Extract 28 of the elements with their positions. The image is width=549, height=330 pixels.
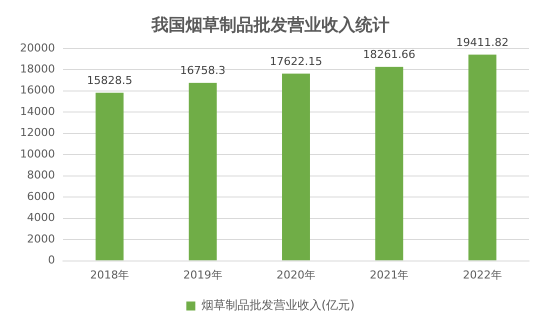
- x-tick-label: 2019年: [183, 268, 222, 282]
- y-tick-label: 2000: [26, 232, 55, 246]
- y-tick-label: 18000: [20, 62, 55, 76]
- y-tick-label: 20000: [20, 41, 55, 54]
- bar: [96, 92, 124, 260]
- x-tick-label: 2020年: [276, 268, 316, 282]
- data-label: 15828.5: [86, 74, 132, 88]
- x-tick-label: 2022年: [462, 268, 502, 282]
- bar: [282, 74, 310, 260]
- y-tick-label: 16000: [20, 84, 55, 97]
- data-label: 16758.3: [180, 64, 226, 78]
- y-tick-label: 6000: [26, 190, 55, 203]
- x-tick-label: 2021年: [370, 268, 409, 282]
- bar: [375, 66, 404, 260]
- legend-label: 烟草制品批发营业收入(亿元): [201, 298, 355, 312]
- y-tick-label: 10000: [20, 147, 55, 160]
- y-tick-label: 14000: [20, 104, 55, 118]
- y-tick-label: 4000: [26, 211, 55, 224]
- data-label: 17622.15: [270, 55, 322, 68]
- bar: [468, 54, 496, 260]
- x-tick-label: 2018年: [90, 268, 130, 282]
- chart-title: 我国烟草制品批发营业收入统计: [150, 16, 390, 36]
- data-label: 18261.66: [362, 48, 416, 62]
- data-label: 19411.82: [456, 36, 509, 50]
- y-tick-label: 12000: [20, 126, 55, 140]
- bar: [188, 82, 217, 260]
- y-tick-label: 8000: [26, 168, 55, 182]
- y-tick-label: 0: [48, 254, 55, 267]
